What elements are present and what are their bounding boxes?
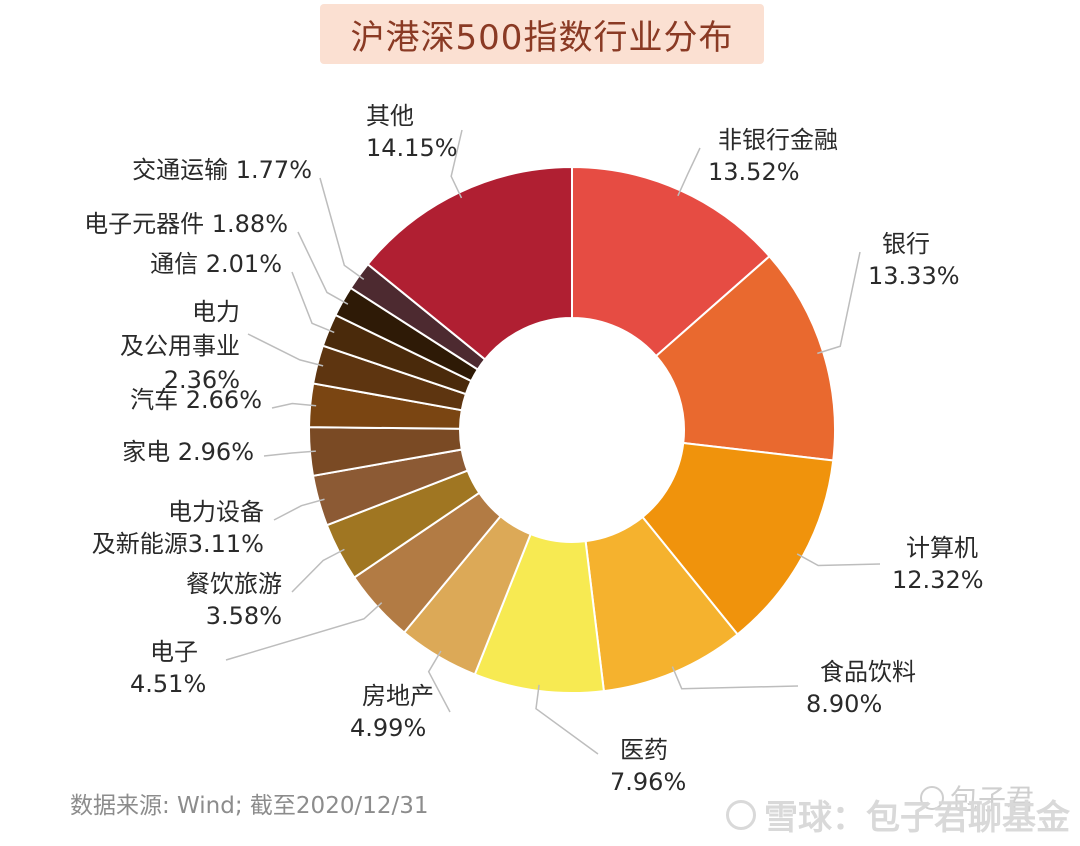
slice-label: 电子 4.51% (130, 638, 206, 698)
slice-label: 通信 2.01% (150, 250, 282, 278)
chart-title: 沪港深500指数行业分布 (350, 17, 734, 58)
slice-label: 电力设备及新能源3.11% (92, 498, 264, 558)
leader-line (319, 177, 365, 280)
leader-line (796, 553, 881, 567)
slice-label: 房地产 4.99% (350, 682, 434, 742)
pie-slice (654, 254, 836, 462)
slice-label: 汽车 2.66% (130, 386, 262, 414)
pie-slice (641, 441, 835, 636)
slice-label: 医药 7.96% (610, 736, 686, 796)
watermark-small: 包子君 (920, 778, 1034, 818)
watermark-small-text: 包子君 (950, 783, 1035, 816)
leader-line (271, 402, 317, 409)
slice-label: 电子元器件 1.88% (84, 210, 288, 238)
leader-line (677, 147, 701, 197)
wechat-logo-icon (920, 786, 944, 810)
leader-line (671, 666, 799, 690)
slice-label: 其他 14.15% (366, 102, 458, 162)
leader-line (273, 498, 325, 521)
slice-label: 餐饮旅游 3.58% (186, 570, 282, 630)
leader-line (450, 129, 463, 199)
leader-line (817, 251, 861, 355)
leader-line (297, 231, 349, 305)
slice-label: 非银行金融 13.52% (708, 126, 838, 186)
slice-label: 家电 2.96% (122, 438, 254, 466)
pie-slice (571, 165, 771, 358)
slice-label: 银行 13.33% (868, 230, 960, 290)
leader-line (247, 333, 324, 367)
slice-label: 食品饮料 8.90% (806, 658, 916, 718)
leader-line (291, 548, 345, 593)
slice-label: 交通运输 1.77% (132, 156, 312, 184)
leader-line (535, 684, 599, 755)
chart-title-box: 沪港深500指数行业分布 (320, 4, 764, 64)
slice-label: 计算机 12.32% (892, 534, 984, 594)
leader-line (225, 602, 383, 661)
watermark-large: 雪球：包子君聊基金 (726, 790, 1070, 839)
leader-line (263, 450, 316, 457)
xueqiu-logo-icon (726, 799, 756, 830)
leader-line (427, 650, 451, 713)
slice-label: 电力及公用事业 2.36% (120, 298, 240, 394)
leader-line (291, 271, 335, 334)
data-source-note: 数据来源: Wind; 截至2020/12/31 (70, 793, 429, 819)
pie-slice (366, 165, 573, 361)
watermark-large-text: 雪球：包子君聊基金 (764, 798, 1070, 838)
